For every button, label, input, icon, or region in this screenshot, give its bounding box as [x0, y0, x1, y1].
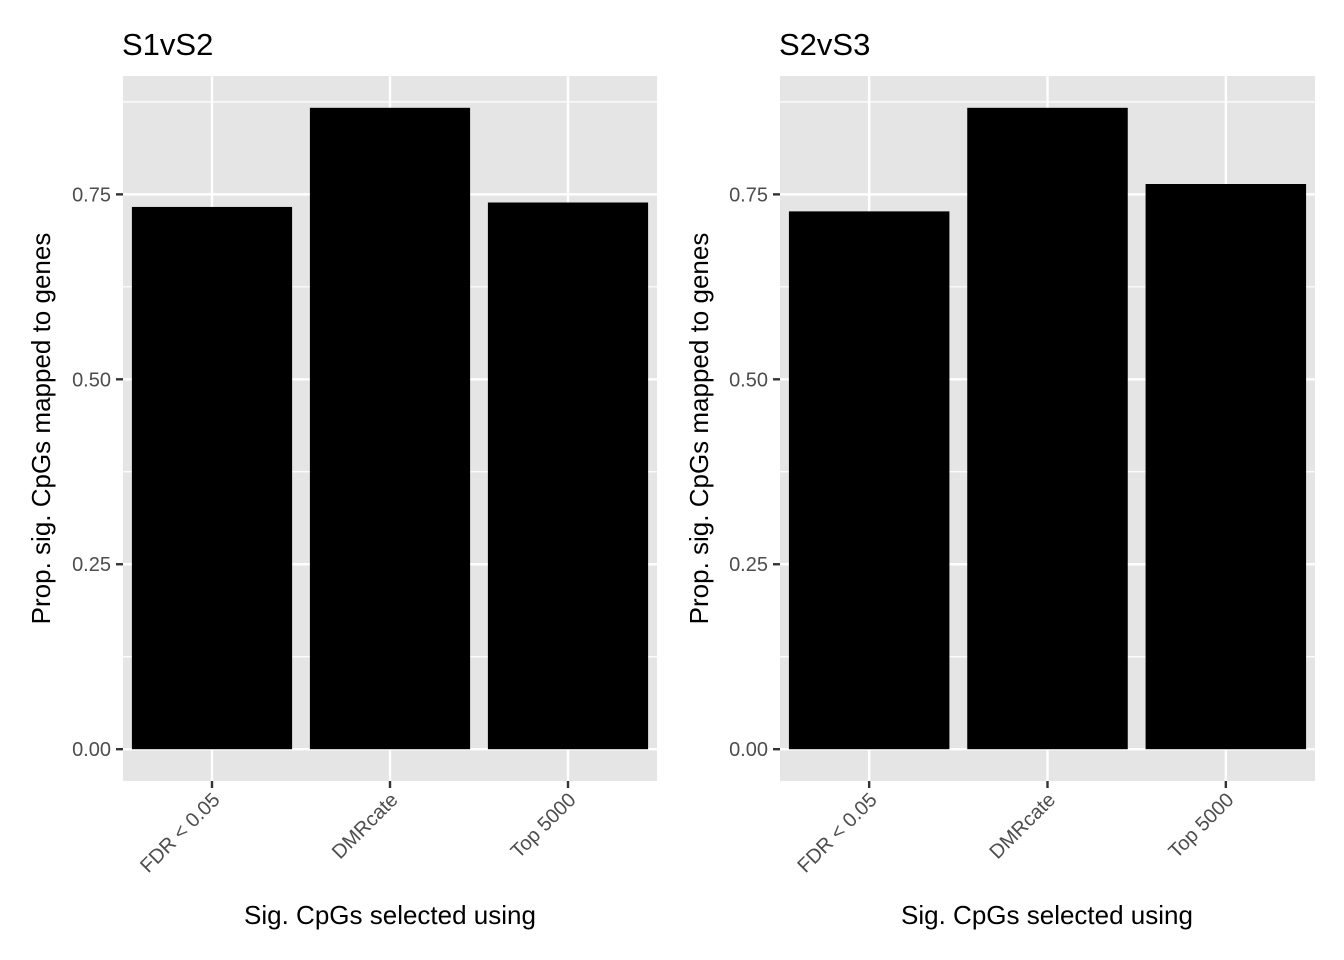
y-tick-label: 0.25	[72, 554, 111, 576]
y-tick-label: 0.00	[72, 739, 111, 761]
x-tick-label: DMRcate	[328, 789, 403, 864]
chart-title: S1vS2	[122, 27, 213, 62]
bar-3	[487, 202, 649, 750]
bar-1	[788, 211, 950, 750]
y-tick-label: 0.00	[729, 739, 768, 761]
x-tick-label: FDR < 0.05	[136, 789, 224, 877]
y-tick-label: 0.50	[72, 369, 111, 391]
x-tick-label: Top 5000	[507, 789, 581, 863]
y-tick-label: 0.50	[729, 369, 768, 391]
chart-panel-2: 0.00 0.25 0.50 0.75 FDR < 0.05 DMRcate Top 500…	[684, 27, 1315, 930]
bar-1	[131, 206, 293, 750]
y-tick-label: 0.75	[72, 184, 111, 206]
y-tick-label: 0.75	[729, 184, 768, 206]
bar-3	[1145, 184, 1307, 750]
x-axis-title: Sig. CpGs selected using	[244, 900, 536, 930]
y-axis-title: Prop. sig. CpGs mapped to genes	[26, 233, 56, 625]
x-tick-label: DMRcate	[986, 789, 1061, 864]
x-tick-label: Top 5000	[1165, 789, 1239, 863]
x-tick-label: FDR < 0.05	[793, 789, 881, 877]
y-tick-label: 0.25	[729, 554, 768, 576]
bar-2	[967, 107, 1128, 750]
bar-2	[309, 107, 471, 750]
chart-panel-1: 0.00 0.25 0.50 0.75 FDR < 0.05 DMRcate Top 500…	[26, 27, 657, 930]
chart-title: S2vS3	[779, 27, 870, 62]
x-axis-title: Sig. CpGs selected using	[901, 900, 1193, 930]
y-axis-title: Prop. sig. CpGs mapped to genes	[684, 233, 714, 625]
